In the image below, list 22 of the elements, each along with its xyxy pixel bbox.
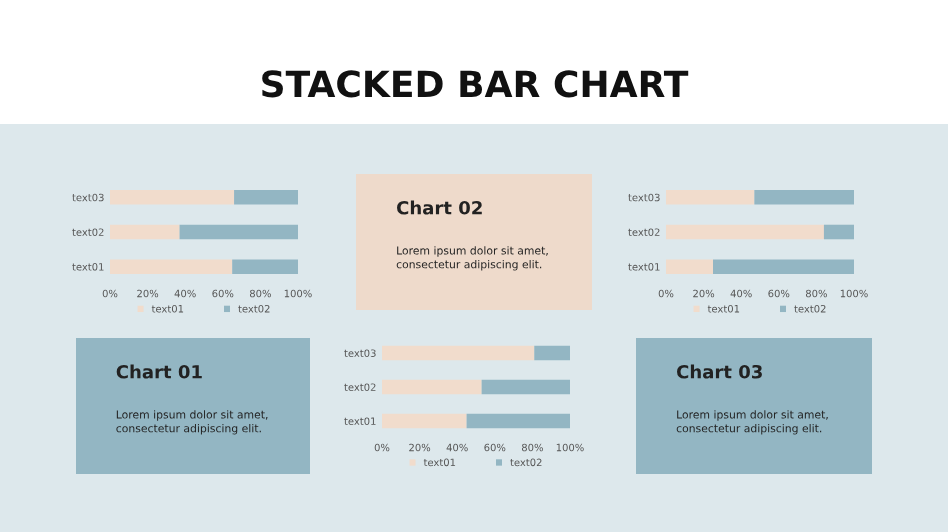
text: Chart 01 [116,364,202,379]
bar [382,413,467,429]
bar [481,379,570,395]
bar [232,259,298,274]
bar [382,345,535,361]
bar [382,379,482,395]
bar [466,413,570,429]
bar [713,259,854,274]
text: Chart 02 [397,200,482,215]
bar [754,190,854,205]
text: Chart 03 [677,364,762,379]
bar [110,259,233,274]
bar [823,224,854,240]
bar [534,345,570,361]
bar [179,224,298,240]
bar [666,190,755,205]
bar [110,224,180,240]
bar [666,259,713,274]
bar [110,190,235,205]
bar [666,224,824,240]
bar [234,190,298,205]
text: STACKED BAR CHART [262,70,689,98]
